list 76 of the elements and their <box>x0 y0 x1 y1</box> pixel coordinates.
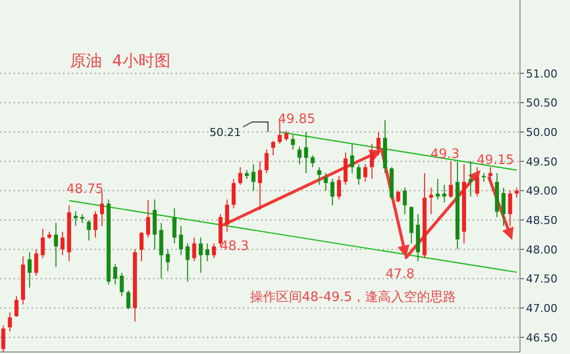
candlestick <box>60 231 65 256</box>
candlestick <box>1 325 6 352</box>
candlestick <box>179 225 184 256</box>
candlestick <box>376 132 380 156</box>
candlestick <box>40 228 45 259</box>
annotation: 48.75 <box>66 182 104 197</box>
y-tick-label: 51.00 <box>526 67 558 80</box>
candlestick <box>508 190 512 226</box>
candlestick <box>370 143 374 180</box>
candlestick <box>166 248 170 272</box>
text: 原油 4小时图 <box>70 51 170 70</box>
candlestick <box>363 164 368 182</box>
candlestick <box>356 164 361 186</box>
candlestick <box>442 184 446 203</box>
candlestick <box>396 190 400 203</box>
candlestick <box>264 149 269 174</box>
candlestick <box>140 231 144 262</box>
candlestick <box>344 152 348 186</box>
y-tick-label: 48.50 <box>526 214 558 227</box>
candlestick <box>86 220 91 242</box>
annotation: 49.85 <box>278 112 316 127</box>
y-tick-label: 50.50 <box>526 96 558 110</box>
candlestick <box>330 178 334 206</box>
candlestick <box>502 187 506 226</box>
candlestick <box>192 237 196 262</box>
candlestick <box>258 160 262 211</box>
candlestick <box>232 178 236 209</box>
candlestick <box>324 172 328 192</box>
candlestick <box>284 130 288 142</box>
annotation: 48.3 <box>220 239 249 254</box>
candlestick <box>28 252 32 288</box>
y-tick-label: 49.00 <box>526 184 558 198</box>
candlestick <box>34 248 38 276</box>
candlestick <box>468 160 473 198</box>
candlestick <box>336 176 341 200</box>
candlestick <box>120 272 124 297</box>
y-tick-label: 47.00 <box>526 302 558 315</box>
candlestick <box>186 242 190 282</box>
y-tick-label: 50.00 <box>526 126 558 139</box>
candlestick <box>350 143 354 174</box>
candlestick <box>448 160 453 198</box>
candlestick <box>14 296 18 318</box>
candlestick <box>251 164 256 192</box>
annotation: 操作区间48-49.5，逢高入空的思路 <box>250 289 456 305</box>
candlestick <box>172 208 176 244</box>
candlestick <box>238 166 242 186</box>
candlestick <box>317 166 322 186</box>
annotation: 50.21 <box>210 126 241 139</box>
candlestick <box>290 134 295 150</box>
candlestick <box>475 166 480 198</box>
candlestick <box>198 237 203 274</box>
candlestick <box>126 290 130 310</box>
candlestick <box>514 187 519 198</box>
annotation: 49.15 <box>476 153 514 168</box>
candlestick <box>113 264 118 286</box>
candlestick <box>54 222 58 268</box>
y-tick-label: 46.50 <box>526 331 558 344</box>
candlestick <box>93 210 98 238</box>
candlestick <box>205 242 210 262</box>
candlestick <box>297 146 302 165</box>
candlestick <box>402 187 407 215</box>
candlestick <box>225 198 230 232</box>
candlestick <box>271 140 276 156</box>
y-tick-label: 47.50 <box>526 272 558 286</box>
candlestick <box>146 200 150 238</box>
candlestick <box>8 312 12 332</box>
candlestick <box>212 242 216 259</box>
y-tick-label: 48.00 <box>526 243 558 256</box>
candlestick <box>310 154 315 168</box>
candlestick <box>436 178 440 200</box>
y-tick-label: 49.50 <box>526 155 558 168</box>
candlestick <box>304 132 308 174</box>
annotation: 47.8 <box>386 267 414 282</box>
annotation: 49.3 <box>430 147 460 162</box>
candlestick <box>488 166 492 182</box>
candlestick <box>100 192 104 226</box>
